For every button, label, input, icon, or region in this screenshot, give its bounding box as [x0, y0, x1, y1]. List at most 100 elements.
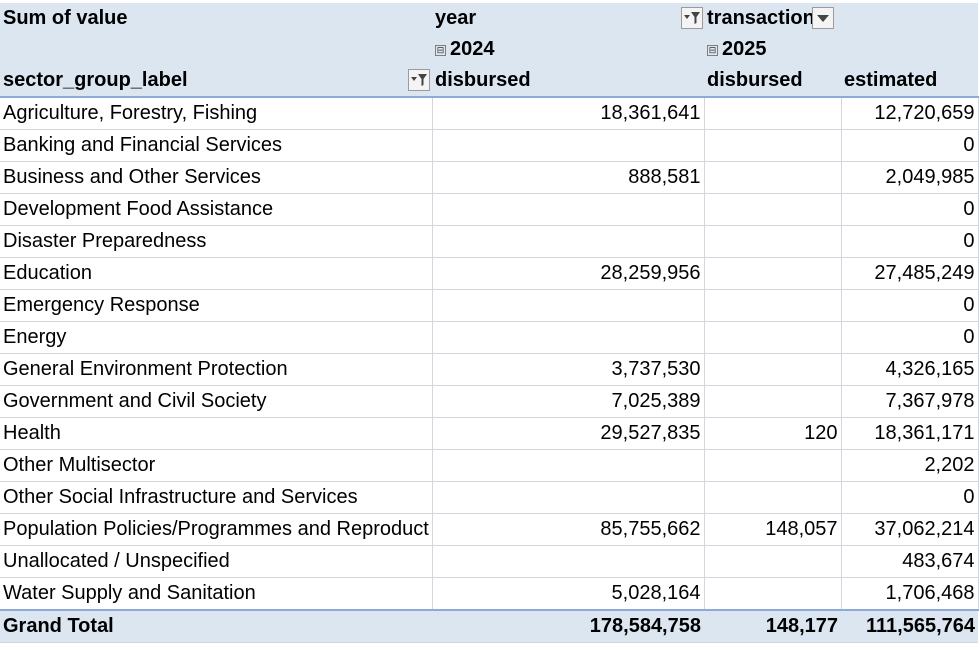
table-row: Business and Other Services 888,581 2,049,…: [0, 161, 979, 194]
subheader-2025-disbursed: disbursed: [704, 65, 841, 98]
value-cell-2024-disbursed[interactable]: 888,581: [432, 161, 705, 194]
row-label-cell[interactable]: Disaster Preparedness: [0, 225, 433, 258]
row-label-cell[interactable]: Unallocated / Unspecified: [0, 545, 433, 578]
pivot-table: Sum of value year transaction: [0, 3, 979, 643]
row-label-cell[interactable]: Emergency Response: [0, 289, 433, 322]
value-cell-2024-disbursed[interactable]: 85,755,662: [432, 513, 705, 546]
collapse-minus-icon[interactable]: ⊟: [707, 45, 718, 56]
table-row: Other Social Infrastructure and Services…: [0, 481, 979, 514]
year-2024-header[interactable]: ⊟ 2024: [432, 34, 704, 65]
table-row: Unallocated / Unspecified 483,674: [0, 545, 979, 578]
table-row: Agriculture, Forestry, Fishing 18,361,641…: [0, 97, 979, 130]
col-field-transaction-cell: transaction: [704, 3, 978, 34]
table-row: Health 29,527,835 120 18,361,171: [0, 417, 979, 450]
value-cell-2025-estimated[interactable]: 0: [841, 225, 979, 258]
grand-total-2025-disbursed[interactable]: 148,177: [704, 609, 841, 643]
value-cell-2025-estimated[interactable]: 12,720,659: [841, 97, 979, 130]
value-cell-2024-disbursed[interactable]: [432, 545, 705, 578]
value-cell-2024-disbursed[interactable]: [432, 289, 705, 322]
row-label-cell[interactable]: Water Supply and Sanitation: [0, 577, 433, 611]
row-label-cell[interactable]: Agriculture, Forestry, Fishing: [0, 97, 433, 130]
value-cell-2025-estimated[interactable]: 7,367,978: [841, 385, 979, 418]
value-cell-2025-disbursed[interactable]: [704, 321, 842, 354]
value-cell-2025-estimated[interactable]: 0: [841, 321, 979, 354]
header-spacer: [0, 34, 432, 65]
transaction-filter-button[interactable]: [812, 7, 834, 29]
value-cell-2025-estimated[interactable]: 0: [841, 129, 979, 162]
table-row: Disaster Preparedness 0: [0, 225, 979, 258]
table-row: Other Multisector 2,202: [0, 449, 979, 482]
value-cell-2024-disbursed[interactable]: 28,259,956: [432, 257, 705, 290]
row-label-cell[interactable]: Health: [0, 417, 433, 450]
value-cell-2025-disbursed[interactable]: [704, 97, 842, 130]
row-label-cell[interactable]: Business and Other Services: [0, 161, 433, 194]
value-cell-2025-estimated[interactable]: 4,326,165: [841, 353, 979, 386]
table-row: Population Policies/Programmes and Repro…: [0, 513, 979, 546]
value-cell-2025-estimated[interactable]: 0: [841, 193, 979, 226]
col-field-year-cell: year: [432, 3, 704, 34]
col-field-transaction-label: transaction: [707, 7, 815, 29]
value-cell-2025-disbursed[interactable]: [704, 225, 842, 258]
value-cell-2024-disbursed[interactable]: [432, 193, 705, 226]
value-cell-2025-disbursed[interactable]: [704, 577, 842, 611]
row-label-cell[interactable]: Banking and Financial Services: [0, 129, 433, 162]
value-field-label: Sum of value: [0, 3, 432, 34]
value-cell-2025-disbursed[interactable]: [704, 257, 842, 290]
value-cell-2025-disbursed[interactable]: [704, 161, 842, 194]
row-field-label: sector_group_label: [3, 69, 188, 91]
value-cell-2025-estimated[interactable]: 0: [841, 289, 979, 322]
value-cell-2024-disbursed[interactable]: [432, 321, 705, 354]
value-cell-2025-estimated[interactable]: 27,485,249: [841, 257, 979, 290]
row-label-cell[interactable]: Government and Civil Society: [0, 385, 433, 418]
value-cell-2024-disbursed[interactable]: 5,028,164: [432, 577, 705, 611]
value-cell-2025-disbursed[interactable]: 120: [704, 417, 842, 450]
value-cell-2025-estimated[interactable]: 18,361,171: [841, 417, 979, 450]
value-cell-2025-disbursed[interactable]: [704, 545, 842, 578]
value-cell-2025-disbursed[interactable]: [704, 129, 842, 162]
value-cell-2025-disbursed[interactable]: 148,057: [704, 513, 842, 546]
header-row-3: sector_group_label disbursed disbursed e…: [0, 65, 978, 98]
value-cell-2024-disbursed[interactable]: 18,361,641: [432, 97, 705, 130]
value-cell-2025-disbursed[interactable]: [704, 449, 842, 482]
collapse-minus-icon[interactable]: ⊟: [435, 45, 446, 56]
value-cell-2025-disbursed[interactable]: [704, 481, 842, 514]
year-filter-button[interactable]: [681, 7, 703, 29]
row-label-cell[interactable]: Education: [0, 257, 433, 290]
value-cell-2024-disbursed[interactable]: 7,025,389: [432, 385, 705, 418]
grand-total-2024-disbursed[interactable]: 178,584,758: [432, 609, 704, 643]
value-cell-2025-disbursed[interactable]: [704, 385, 842, 418]
row-label-cell[interactable]: General Environment Protection: [0, 353, 433, 386]
value-cell-2025-estimated[interactable]: 2,202: [841, 449, 979, 482]
table-row: Government and Civil Society 7,025,389 7,3…: [0, 385, 979, 418]
value-cell-2024-disbursed[interactable]: [432, 129, 705, 162]
value-cell-2025-disbursed[interactable]: [704, 193, 842, 226]
value-cell-2024-disbursed[interactable]: 29,527,835: [432, 417, 705, 450]
value-cell-2025-estimated[interactable]: 0: [841, 481, 979, 514]
grand-total-2025-estimated[interactable]: 111,565,764: [841, 609, 978, 643]
value-cell-2025-disbursed[interactable]: [704, 353, 842, 386]
funnel-filter-icon: [411, 74, 427, 86]
value-cell-2025-disbursed[interactable]: [704, 289, 842, 322]
row-label-cell[interactable]: Other Social Infrastructure and Services: [0, 481, 433, 514]
value-cell-2025-estimated[interactable]: 37,062,214: [841, 513, 979, 546]
grand-total-row: Grand Total 178,584,758 148,177 111,565,764: [0, 609, 978, 643]
grand-total-label[interactable]: Grand Total: [0, 609, 432, 643]
row-filter-button[interactable]: [408, 69, 430, 91]
year-2025-header[interactable]: ⊟ 2025: [704, 34, 978, 65]
dropdown-arrow-icon: [817, 15, 829, 22]
funnel-filter-icon: [684, 12, 700, 24]
row-label-cell[interactable]: Population Policies/Programmes and Repro…: [0, 513, 433, 546]
value-cell-2024-disbursed[interactable]: [432, 225, 705, 258]
value-cell-2025-estimated[interactable]: 483,674: [841, 545, 979, 578]
row-label-cell[interactable]: Development Food Assistance: [0, 193, 433, 226]
year-2024-label: 2024: [450, 38, 495, 60]
value-cell-2024-disbursed[interactable]: 3,737,530: [432, 353, 705, 386]
row-label-cell[interactable]: Other Multisector: [0, 449, 433, 482]
value-cell-2025-estimated[interactable]: 2,049,985: [841, 161, 979, 194]
value-cell-2024-disbursed[interactable]: [432, 481, 705, 514]
value-cell-2024-disbursed[interactable]: [432, 449, 705, 482]
row-label-cell[interactable]: Energy: [0, 321, 433, 354]
table-row: General Environment Protection 3,737,530 4…: [0, 353, 979, 386]
table-row: Education 28,259,956 27,485,249: [0, 257, 979, 290]
value-cell-2025-estimated[interactable]: 1,706,468: [841, 577, 979, 611]
